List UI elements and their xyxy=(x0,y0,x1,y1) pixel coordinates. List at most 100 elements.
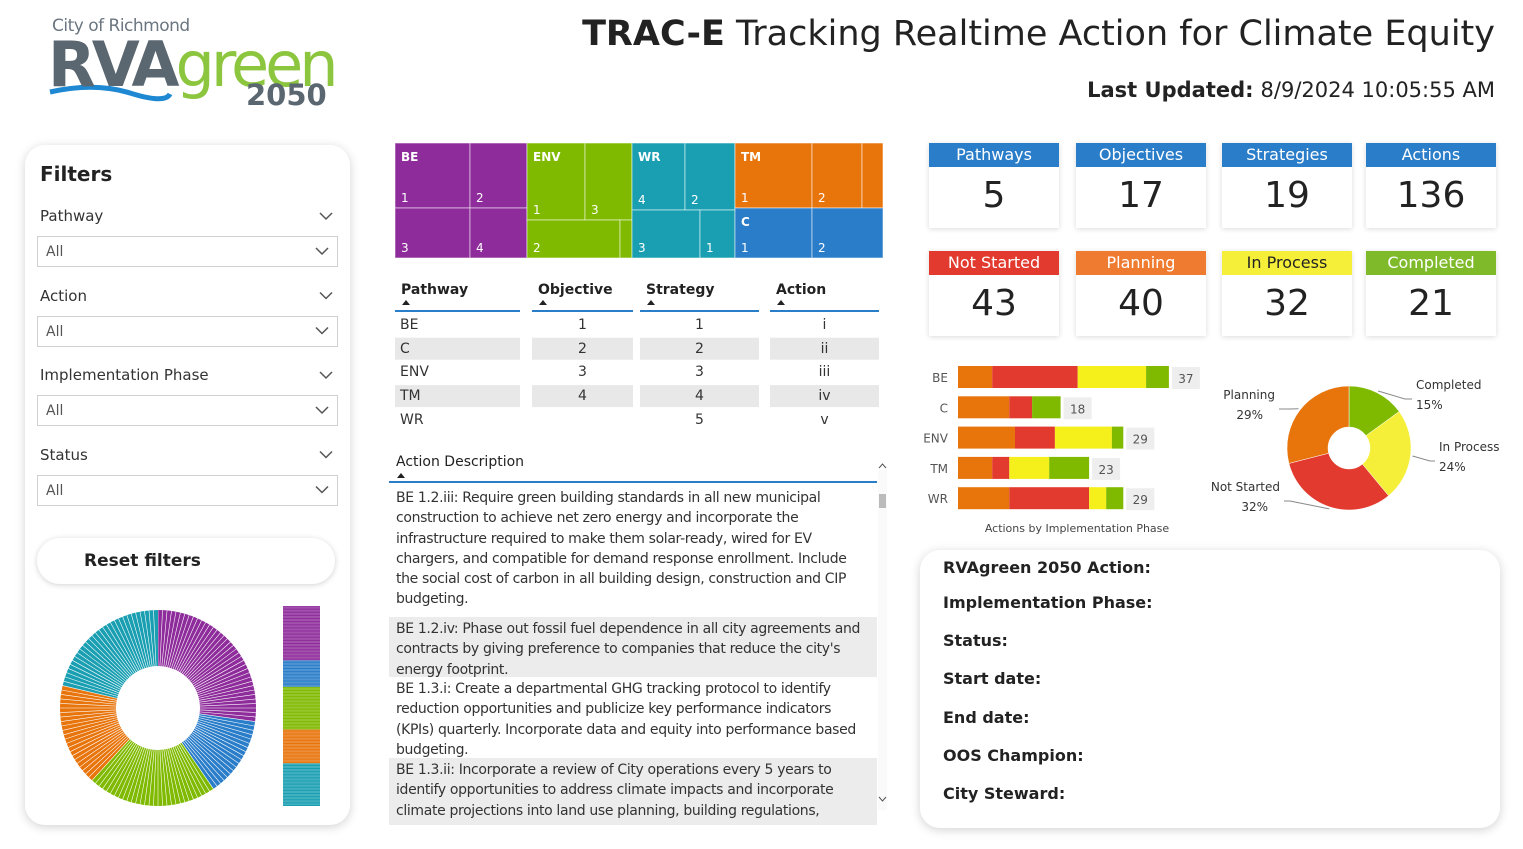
card-label: Strategies xyxy=(1222,143,1352,167)
updated-value: 8/9/2024 10:05:55 AM xyxy=(1260,78,1495,102)
color-bar-segment xyxy=(283,660,320,687)
ring-divider xyxy=(98,741,133,787)
description-list: BE 1.2.iii: Require green building stand… xyxy=(389,486,877,826)
filter-label[interactable]: Implementation Phase xyxy=(40,366,209,384)
detail-label: City Steward: xyxy=(943,784,1066,803)
ring-divider xyxy=(183,629,218,675)
bar-total: 29 xyxy=(1133,493,1148,507)
treemap-cell xyxy=(811,207,884,259)
description-item: BE 1.2.iv: Phase out fossil fuel depende… xyxy=(389,617,877,684)
treemap-cell-label: 3 xyxy=(401,241,409,255)
treemap-group-label: ENV xyxy=(533,150,561,164)
ring-divider xyxy=(199,713,256,722)
treemap-cell-label: 1 xyxy=(533,203,541,217)
filter-dropdown[interactable]: All xyxy=(37,474,338,506)
donut-value-label: 29% xyxy=(1236,408,1263,422)
ring-divider xyxy=(130,613,147,668)
treemap-cell xyxy=(394,207,471,259)
bar-segment xyxy=(1009,396,1033,419)
chevron xyxy=(319,212,333,221)
ring-divider xyxy=(110,744,138,794)
bar-segment xyxy=(1106,487,1124,510)
card-value: 17 xyxy=(1118,175,1164,216)
description-header[interactable]: Action Description xyxy=(396,454,525,470)
treemap-cell xyxy=(469,207,528,259)
treemap-group-label: C xyxy=(741,215,750,229)
logo-rva: RVA xyxy=(48,28,179,101)
ring-divider xyxy=(199,709,256,713)
ring-divider xyxy=(178,622,206,672)
table-cell: 1 xyxy=(695,317,704,333)
ring-divider xyxy=(110,622,138,672)
ring-divider xyxy=(74,729,123,760)
bar-segment xyxy=(1077,366,1147,388)
table-header[interactable]: Strategy xyxy=(646,282,715,298)
ring-divider xyxy=(60,698,117,705)
leader-line xyxy=(1412,455,1435,462)
ring-divider xyxy=(172,616,194,669)
card-value: 43 xyxy=(971,283,1017,324)
row-band xyxy=(395,337,520,360)
card-label: Planning xyxy=(1076,251,1206,275)
color-bar-segment xyxy=(283,686,320,730)
filter-label[interactable]: Status xyxy=(40,445,88,464)
bar-caption: Actions by Implementation Phase xyxy=(985,522,1170,535)
ring-divider xyxy=(163,749,172,806)
filter-dropdown[interactable]: All xyxy=(37,395,338,426)
treemap-cell xyxy=(619,219,633,259)
donut-slice xyxy=(1362,411,1412,497)
detail-label: RVAgreen 2050 Action: xyxy=(943,558,1151,577)
ring-divider xyxy=(70,664,121,690)
treemap-cell-label: 1 xyxy=(741,241,749,255)
ring-divider xyxy=(64,676,119,695)
ring-divider xyxy=(91,738,130,781)
ring-divider xyxy=(95,740,132,784)
ring-divider xyxy=(186,738,225,781)
ring-divider xyxy=(181,626,214,674)
treemap-cell-label: 4 xyxy=(476,241,484,255)
ring-divider xyxy=(144,749,153,806)
filter-dropdown[interactable]: All xyxy=(37,236,338,267)
filter-dropdown[interactable]: All xyxy=(37,315,338,347)
ring-divider xyxy=(198,685,254,699)
description-item: BE 1.2.iii: Require green building stand… xyxy=(389,486,877,614)
bar-total: 37 xyxy=(1178,372,1193,386)
table-cell: 2 xyxy=(695,340,704,357)
card-label: Completed xyxy=(1366,251,1496,275)
treemap-cell-label: 3 xyxy=(638,241,646,255)
ring-divider xyxy=(66,672,119,694)
ring-sector xyxy=(60,685,130,781)
chevron xyxy=(319,450,333,459)
ring-divider xyxy=(60,703,117,707)
bar-segment xyxy=(1015,426,1055,449)
chevron xyxy=(315,406,329,415)
reset-button[interactable]: Reset filters xyxy=(37,538,335,584)
ring-divider xyxy=(194,728,244,756)
ring-divider xyxy=(76,731,124,764)
bar-segment xyxy=(1009,456,1050,479)
ring-divider xyxy=(114,620,140,671)
table-header[interactable]: Pathway xyxy=(401,282,469,298)
filter-label[interactable]: Action xyxy=(40,286,87,305)
table-cell: 5 xyxy=(695,411,704,428)
ring-divider xyxy=(199,694,256,703)
table-header[interactable]: Action xyxy=(776,282,827,298)
ring-divider xyxy=(196,668,248,692)
row-band xyxy=(395,385,520,408)
ring-divider xyxy=(198,680,253,697)
table-header[interactable]: Objective xyxy=(538,282,613,298)
bar-category-label: WR xyxy=(928,492,948,506)
bar-segment xyxy=(1111,426,1124,449)
bar-total: 23 xyxy=(1098,463,1113,477)
ring-divider xyxy=(63,680,118,697)
ring-divider xyxy=(199,715,255,727)
ring-divider xyxy=(118,618,142,670)
ring-divider xyxy=(98,629,133,675)
ring-divider xyxy=(195,664,246,690)
filter-label[interactable]: Pathway xyxy=(40,207,104,225)
logo-green: green xyxy=(175,28,339,101)
treemap-cell-label: 2 xyxy=(818,191,826,205)
ring-divider xyxy=(114,745,140,796)
sort-arrow xyxy=(647,300,655,305)
leader-line xyxy=(1377,390,1412,400)
